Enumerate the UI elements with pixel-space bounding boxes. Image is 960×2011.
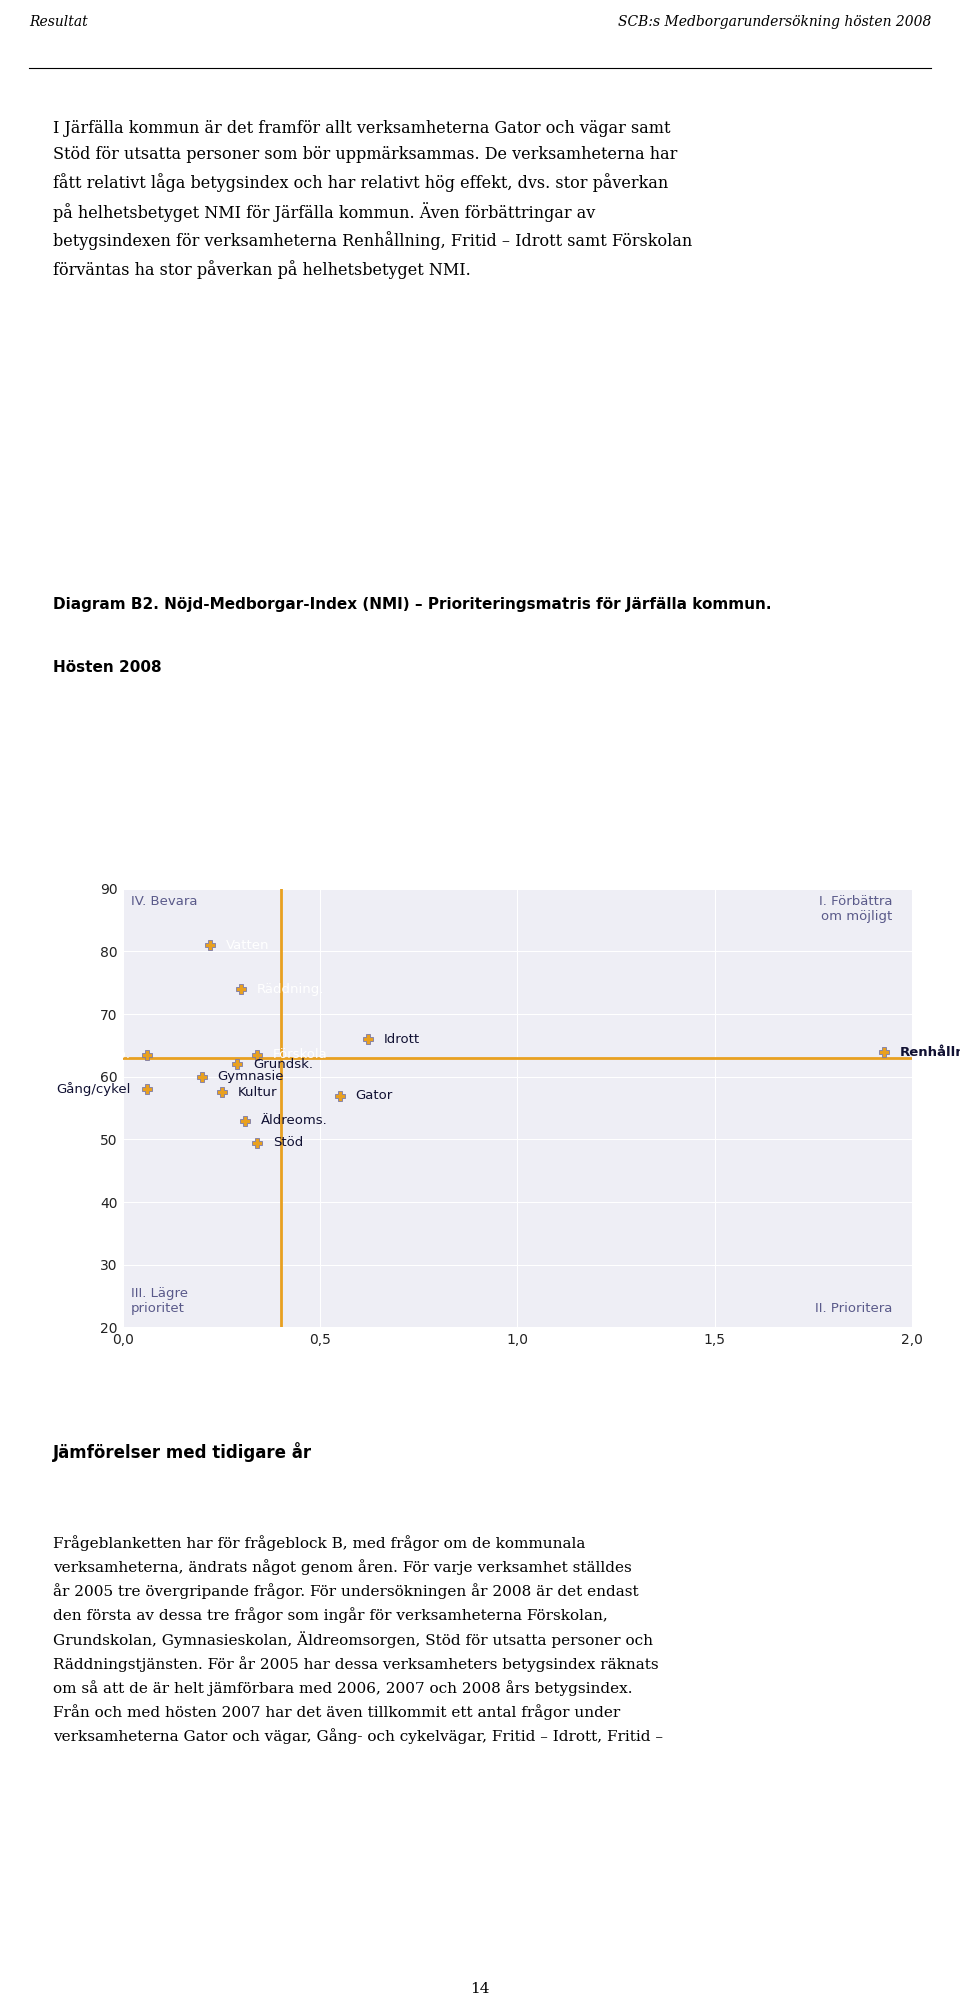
Text: Effekt: Effekt	[936, 1313, 960, 1327]
Text: Stöd: Stöd	[273, 1136, 303, 1148]
Text: Miljöarb.: Miljöarb.	[74, 1048, 131, 1062]
Text: Frågeblanketten har för frågeblock B, med frågor om de kommunala
verksamheterna,: Frågeblanketten har för frågeblock B, me…	[53, 1534, 662, 1744]
Text: I. Förbättra
om möjligt: I. Förbättra om möjligt	[819, 895, 892, 923]
Text: Betygsindex: Betygsindex	[70, 726, 186, 744]
Text: IV. Bevara: IV. Bevara	[131, 895, 197, 909]
Text: Räddning.: Räddning.	[257, 983, 324, 995]
Text: 14: 14	[470, 1983, 490, 1995]
Text: Kultur: Kultur	[237, 1086, 276, 1098]
Text: III. Lägre
prioritet: III. Lägre prioritet	[131, 1287, 188, 1315]
Text: I Järfälla kommun är det framför allt verksamheterna Gator och vägar samt
Stöd f: I Järfälla kommun är det framför allt ve…	[53, 121, 692, 280]
Text: Hösten 2008: Hösten 2008	[53, 660, 161, 676]
Text: Gymnasie: Gymnasie	[218, 1070, 284, 1084]
Text: Idrott: Idrott	[383, 1034, 420, 1046]
Text: Grundsk.: Grundsk.	[253, 1058, 313, 1070]
Text: II. Prioritera: II. Prioritera	[815, 1301, 892, 1315]
Text: Järfälla kommun: Järfälla kommun	[713, 726, 918, 746]
Text: Diagram B2. Nöjd-Medborgar-Index (NMI) – Prioriteringsmatris för Järfälla kommun: Diagram B2. Nöjd-Medborgar-Index (NMI) –…	[53, 597, 771, 611]
Text: Äldreoms.: Äldreoms.	[261, 1114, 327, 1126]
Text: Gator: Gator	[355, 1090, 393, 1102]
Text: Vatten: Vatten	[226, 939, 269, 951]
Text: Gång/cykel: Gång/cykel	[57, 1082, 131, 1096]
Text: Förskola: Förskola	[273, 1048, 327, 1062]
Text: Jämförelser med tidigare år: Jämförelser med tidigare år	[53, 1442, 312, 1462]
Text: Resultat: Resultat	[29, 16, 87, 30]
Text: Renhållning: Renhållning	[900, 1044, 960, 1060]
Text: SCB:s Medborgarundersökning hösten 2008: SCB:s Medborgarundersökning hösten 2008	[618, 16, 931, 30]
